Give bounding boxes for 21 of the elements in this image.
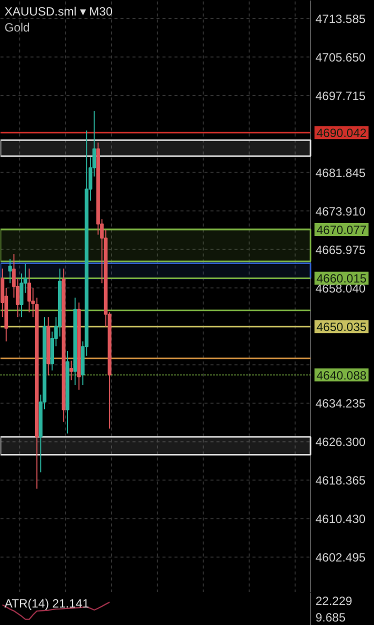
y-tick-label: 4665.975 <box>316 242 366 257</box>
y-tick-label: 4697.715 <box>316 88 366 103</box>
y-tick-label: 4610.430 <box>316 512 366 526</box>
y-tick-label: 4673.910 <box>316 204 366 218</box>
y-tick-label: 4626.300 <box>316 435 366 450</box>
y-tick-label: 22.229 <box>316 594 353 608</box>
ref-line-label: 4670.077 <box>316 222 367 237</box>
text: Gold <box>4 20 30 34</box>
ref-line-label: 4660.015 <box>316 272 367 286</box>
y-tick-label: 4618.365 <box>316 474 366 488</box>
ref-line-label: 4650.035 <box>316 320 367 334</box>
y-tick-label: 4705.650 <box>316 50 366 64</box>
y-tick-label: 4602.495 <box>316 550 366 565</box>
ref-line-label: 4640.088 <box>316 368 367 382</box>
y-tick-label: 4681.845 <box>316 166 366 180</box>
y-tick-label: 9.685 <box>316 610 346 625</box>
chart-title: ATR(14) 21.141 <box>4 596 90 610</box>
y-tick-label: 4634.235 <box>316 396 366 411</box>
chart-title: XAUUSD.sml ▾ M30 <box>4 4 113 18</box>
ref-line-label: 4690.042 <box>316 126 367 140</box>
y-tick-label: 4713.585 <box>316 12 366 26</box>
